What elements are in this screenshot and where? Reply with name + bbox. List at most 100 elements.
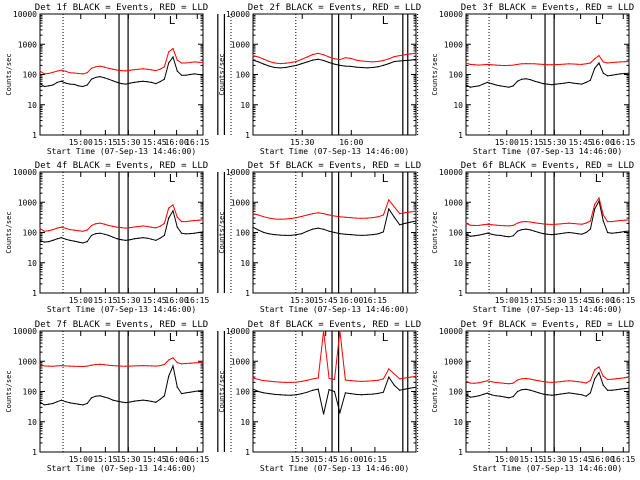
data-point [43,365,45,367]
data-point [469,63,471,66]
data-point [52,365,54,367]
data-point [602,220,604,222]
corner-mark: L [382,14,389,27]
data-point [399,55,401,57]
data-point [546,394,549,396]
data-point [619,377,622,379]
data-point [69,365,71,367]
x-axis-label: Start Time (07-Sep-13 14:46:00) [47,147,196,156]
data-point [82,73,84,75]
data-point [594,369,596,371]
data-point [189,362,191,364]
data-point [268,217,270,219]
x-tick-label: 15:15 [93,296,117,305]
series-events [465,199,630,238]
data-point [382,59,384,62]
data-point [290,381,292,383]
data-point [252,55,254,57]
data-point [198,219,200,221]
data-point [47,241,50,243]
data-point [465,233,467,235]
data-point [125,239,127,241]
data-point [624,377,626,379]
plot-frame [39,330,204,453]
series-events [252,207,417,237]
data-point [69,239,71,241]
data-point [542,83,544,85]
x-tick-label: 15:30 [542,455,566,464]
data-point [146,81,148,83]
data-point [73,402,75,405]
data-point [257,61,260,63]
x-tick-label: 16:00 [165,296,189,305]
series-lld [39,204,204,232]
data-point [377,379,379,381]
data-point [103,77,105,79]
data-point [73,83,75,86]
data-point [491,83,493,85]
data-point [382,214,384,216]
data-point [399,224,401,226]
data-point [555,381,557,383]
data-point [377,60,379,63]
data-point [478,234,480,236]
data-point [404,222,406,224]
data-point [628,219,630,221]
data-point [189,73,191,76]
data-point [268,380,270,382]
data-point [619,388,622,390]
data-point [69,83,71,85]
data-point [538,222,540,224]
data-point [581,223,583,225]
corner-mark: L [169,172,176,185]
data-point [125,365,127,367]
data-point [198,61,200,63]
data-point [572,232,574,234]
data-point [306,230,308,232]
data-point [404,388,406,390]
data-point [328,230,330,232]
data-point [268,65,270,67]
data-point [323,59,325,62]
data-point [301,215,303,218]
data-point [589,392,591,394]
x-tick-label: 15:15 [519,455,543,464]
data-point [279,67,281,69]
data-point [486,223,489,225]
data-point [176,59,178,61]
data-point [516,63,519,66]
plot-title: Det 8f BLACK = Events, RED = LLD [248,320,421,330]
data-point [163,222,165,224]
corner-mark: L [169,331,176,344]
data-point [69,72,71,74]
data-point [78,365,80,368]
data-point [585,222,587,224]
data-point [486,232,489,234]
data-point [339,59,341,61]
data-point [512,382,514,384]
data-point [598,62,600,64]
y-tick-label: 100 [236,229,251,238]
data-point [393,384,395,386]
data-point [495,64,497,66]
x-tick-label: 16:15 [185,455,209,464]
data-point [473,395,476,398]
detector-panel-5: Det 5f BLACK = Events, RED = LLD 1 10 100 10… [218,161,421,314]
data-point [529,63,531,65]
data-point [521,63,523,65]
data-point [576,83,579,85]
data-point [555,394,557,396]
data-point [521,389,523,391]
data-point [306,214,308,216]
data-point [491,224,493,226]
data-point [611,232,613,234]
data-point [581,83,583,85]
data-point [361,217,363,219]
data-point [185,392,187,394]
data-point [538,392,540,394]
data-point [185,362,187,365]
plot-title: Det 1f BLACK = Events, RED = LLD [35,3,208,13]
data-point [257,378,260,381]
data-point [112,80,114,82]
data-point [252,226,254,228]
